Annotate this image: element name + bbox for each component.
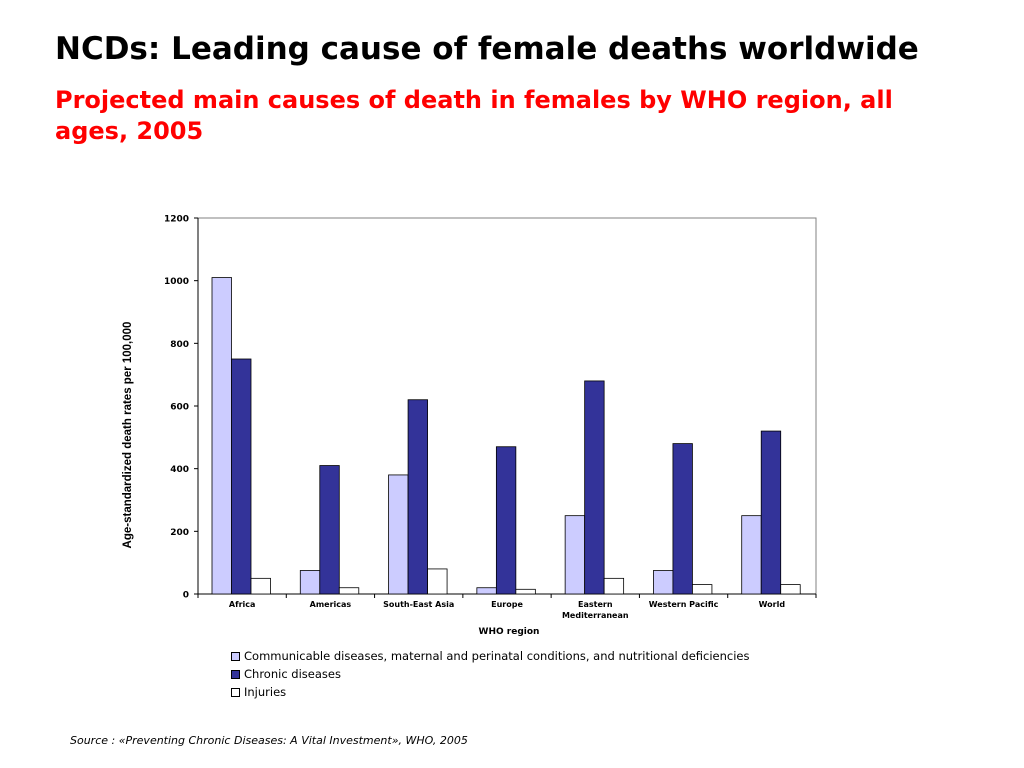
bar (211, 277, 232, 595)
bar (319, 465, 340, 595)
bar (692, 584, 713, 595)
legend-swatch-injuries (231, 687, 240, 697)
chart-legend: Communicable diseases, maternal and peri… (231, 647, 749, 701)
bar (584, 380, 605, 595)
x-tick-label: Eastern (578, 600, 613, 609)
bar (250, 577, 271, 595)
y-tick-label: 1200 (164, 215, 189, 225)
y-tick-label: 0 (183, 591, 189, 601)
legend-swatch-chronic (231, 669, 240, 679)
bar (780, 584, 801, 595)
bar (338, 587, 360, 595)
y-tick-label: 1000 (164, 277, 189, 287)
bar (741, 515, 762, 595)
slide-title: NCDs: Leading cause of female deaths wor… (55, 31, 919, 67)
bar (476, 587, 497, 595)
y-tick-label: 600 (170, 403, 189, 413)
bar (388, 474, 409, 595)
bar (672, 443, 693, 595)
bar (231, 358, 252, 595)
legend-label-communicable: Communicable diseases, maternal and peri… (244, 649, 750, 663)
x-tick-label: Western Pacific (649, 600, 719, 609)
legend-item-chronic: Chronic diseases (231, 665, 749, 683)
bar (760, 430, 782, 595)
x-axis-title: WHO region (479, 627, 540, 637)
slide-subtitle: Projected main causes of death in female… (55, 86, 893, 145)
bar (564, 515, 586, 595)
bar (515, 588, 536, 595)
bar (407, 399, 428, 595)
bar (603, 577, 625, 595)
y-tick-label: 800 (170, 340, 189, 350)
x-tick-label: Mediterranean (562, 611, 629, 620)
legend-item-injuries: Injuries (231, 683, 749, 701)
legend-item-communicable: Communicable diseases, maternal and peri… (231, 647, 749, 665)
x-tick-label: Africa (229, 600, 256, 609)
bar (427, 568, 448, 595)
legend-swatch-communicable (231, 651, 240, 661)
legend-label-injuries: Injuries (244, 685, 287, 699)
x-tick-label: Europe (491, 600, 523, 609)
y-tick-label: 200 (170, 528, 189, 538)
x-tick-label: Americas (310, 600, 352, 609)
bar (653, 570, 674, 595)
bar (495, 446, 517, 595)
x-tick-label: South-East Asia (383, 600, 454, 609)
x-tick-label: World (759, 600, 786, 609)
bar (299, 570, 321, 595)
y-tick-label: 400 (170, 465, 189, 475)
y-axis-title: Age-standardized death rates per 100,000 (122, 322, 134, 549)
source-note: Source : «Preventing Chronic Diseases: A… (70, 734, 468, 747)
legend-label-chronic: Chronic diseases (244, 667, 341, 681)
